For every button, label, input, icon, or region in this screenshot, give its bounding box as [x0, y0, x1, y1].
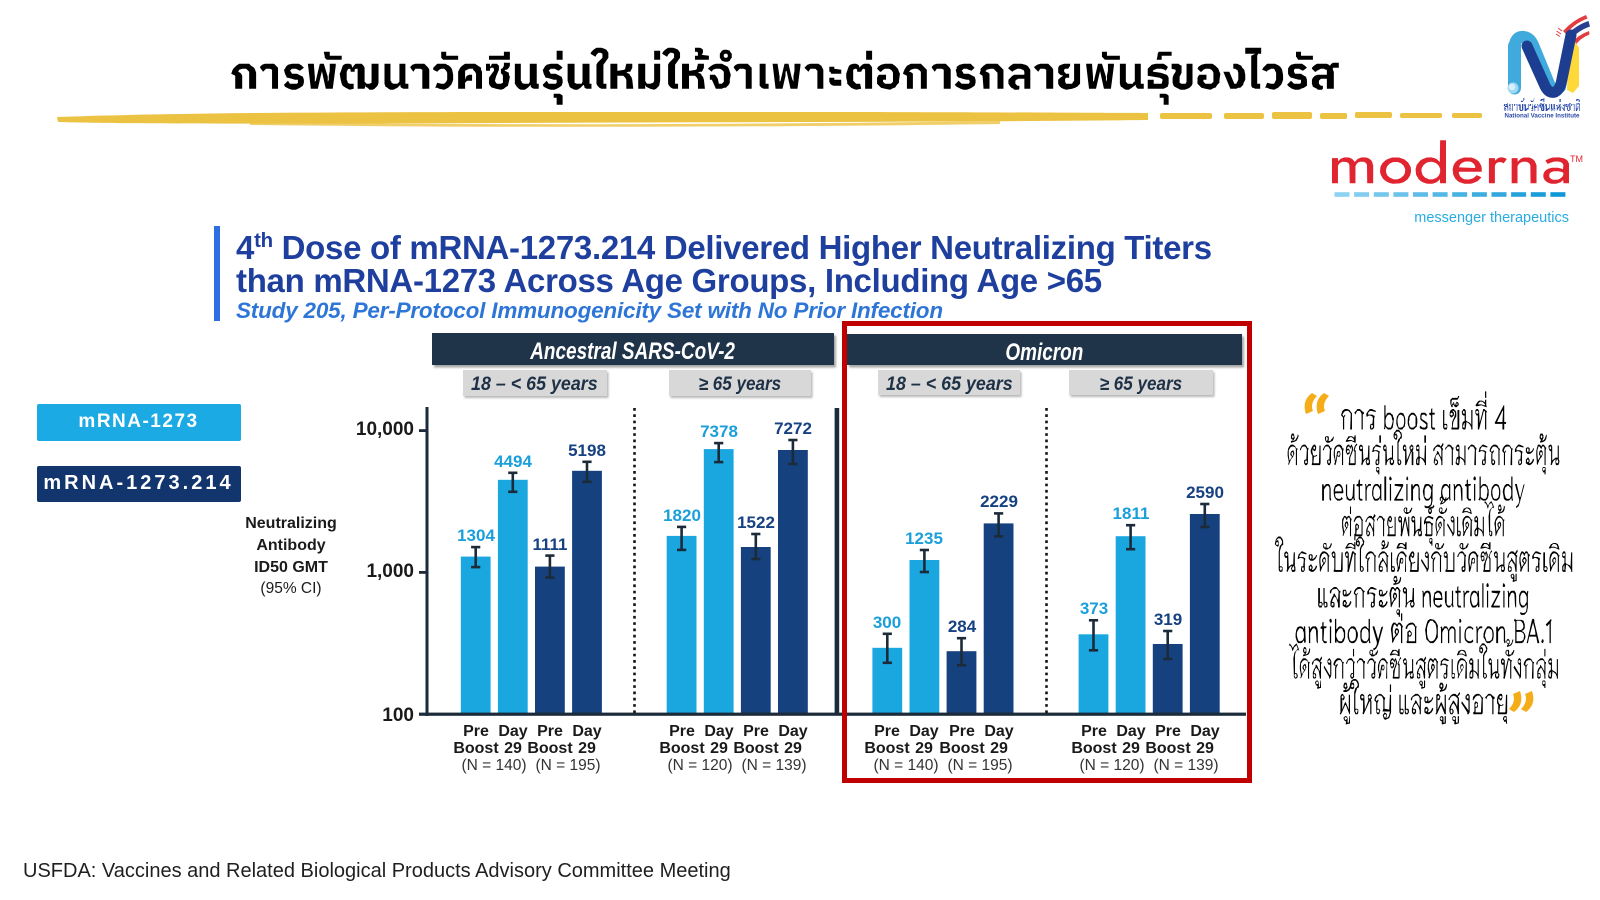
svg-text:TM: TM — [1570, 154, 1583, 164]
svg-text:messenger therapeutics: messenger therapeutics — [1414, 210, 1569, 226]
svg-text:National Vaccine Institute: National Vaccine Institute — [1505, 113, 1581, 120]
